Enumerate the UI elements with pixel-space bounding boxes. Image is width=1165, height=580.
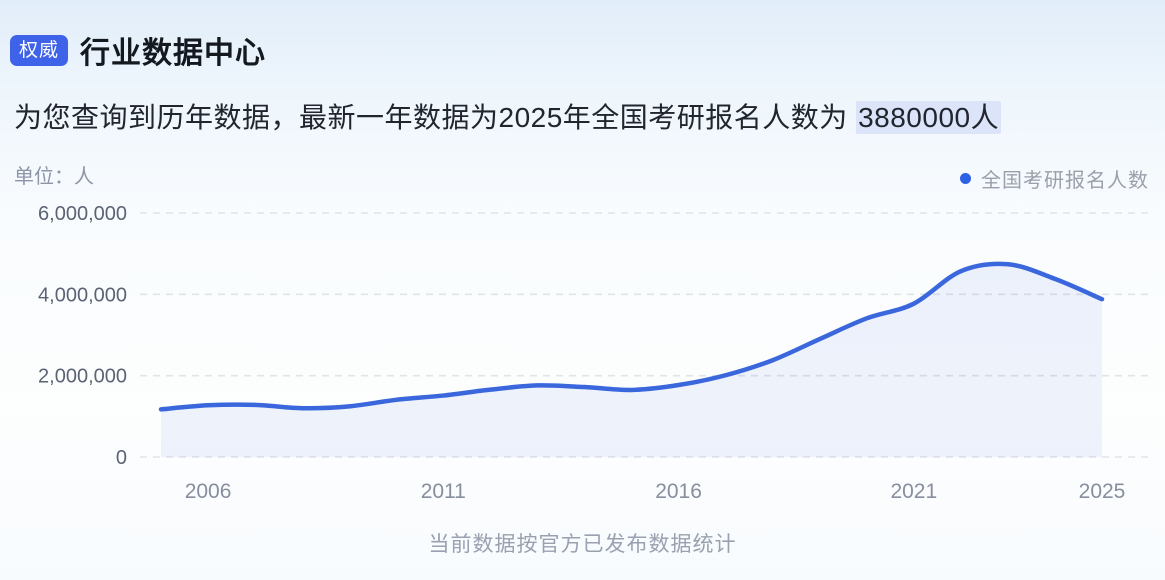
x-tick-label: 2011: [421, 480, 466, 503]
unit-label: 单位：人: [14, 166, 94, 188]
legend-item[interactable]: 全国考研报名人数: [960, 164, 1149, 193]
series-line: [158, 261, 1105, 412]
y-tick-label: 4,000,000: [38, 284, 127, 306]
x-tick-label: 2025: [1079, 480, 1126, 503]
y-tick-label: 6,000,000: [38, 203, 127, 225]
series-area: [161, 263, 1102, 457]
summary-highlight-value: 3880000人: [856, 101, 1002, 134]
chart-caption: 当前数据按官方已发布数据统计: [428, 533, 737, 556]
page-title: 行业数据中心: [80, 37, 267, 70]
summary-text: 为您查询到历年数据，最新一年数据为2025年全国考研报名人数为 3880000人: [14, 96, 1154, 136]
x-tick-label: 2021: [890, 480, 937, 503]
y-tick-label: 0: [116, 447, 127, 469]
summary-prefix: 为您查询到历年数据，最新一年数据为2025年全国考研报名人数为: [14, 102, 857, 133]
legend-dot-icon: [960, 173, 971, 184]
legend-label: 全国考研报名人数: [981, 170, 1149, 192]
y-tick-label: 2,000,000: [38, 366, 127, 388]
x-tick-label: 2006: [185, 480, 232, 503]
authority-badge: 权威: [10, 34, 69, 66]
x-tick-label: 2016: [655, 480, 702, 503]
header: 权威 行业数据中心: [10, 28, 266, 72]
